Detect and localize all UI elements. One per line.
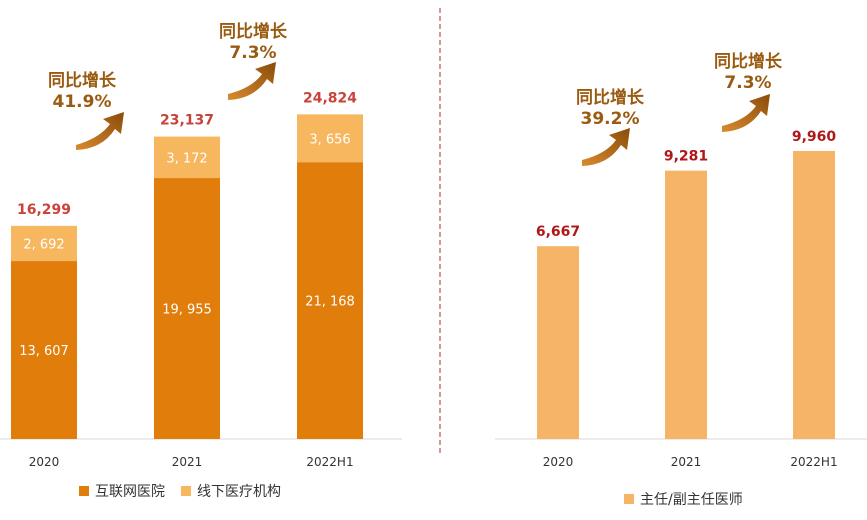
x-tick-label: 2021 (671, 455, 702, 469)
growth-value: 39.2% (581, 109, 640, 129)
data-label: 3, 656 (309, 132, 350, 147)
bar-segment (11, 225, 77, 262)
legend-swatch (79, 486, 89, 496)
legend: 主任/副主任医师 (624, 492, 743, 508)
bar-chart: 6,667 9,281 9,960 2020 2021 2022H1 同比增长 39.2… (495, 51, 867, 508)
data-label: 21, 168 (305, 295, 355, 310)
data-label: 9,960 (792, 129, 837, 145)
bar (665, 170, 707, 439)
legend-swatch (624, 494, 634, 504)
total-label: 24,824 (303, 90, 357, 106)
bar-segment (297, 114, 363, 163)
data-label: 2, 692 (23, 237, 64, 252)
legend: 互联网医院 线下医疗机构 (79, 484, 281, 500)
growth-value: 7.3% (229, 43, 276, 63)
x-tick-label: 2022H1 (306, 455, 353, 469)
growth-annotation: 同比增长 39.2% (576, 87, 645, 166)
growth-annotation: 同比增长 41.9% (48, 70, 124, 150)
x-tick-label: 2020 (29, 455, 60, 469)
stacked-bar-chart: 13, 607 2, 692 16,299 19, 955 3, 172 23,137 21… (0, 21, 402, 500)
growth-arrow-icon (582, 128, 630, 166)
x-tick-label: 2022H1 (790, 455, 837, 469)
growth-arrow-icon (228, 62, 276, 100)
x-tick-label: 2021 (172, 455, 203, 469)
x-tick-label: 2020 (543, 455, 574, 469)
data-label: 6,667 (536, 224, 580, 240)
growth-annotation: 同比增长 7.3% (714, 51, 783, 132)
legend-label: 主任/副主任医师 (640, 492, 743, 508)
legend-swatch (181, 486, 191, 496)
data-label: 13, 607 (19, 344, 69, 359)
growth-arrow-icon (76, 112, 124, 150)
total-label: 16,299 (17, 202, 71, 218)
growth-label: 同比增长 (576, 87, 645, 108)
bar (537, 246, 579, 439)
growth-arrow-icon (722, 94, 770, 132)
bar-segment (297, 162, 363, 440)
bar-segment (11, 261, 77, 439)
data-label: 19, 955 (162, 303, 212, 318)
growth-value: 41.9% (53, 92, 112, 112)
total-label: 23,137 (160, 113, 214, 129)
legend-label: 线下医疗机构 (197, 484, 281, 500)
growth-label: 同比增长 (714, 51, 783, 72)
growth-value: 7.3% (724, 73, 771, 93)
data-label: 3, 172 (166, 151, 207, 166)
data-label: 9,281 (664, 149, 708, 165)
growth-annotation: 同比增长 7.3% (219, 21, 288, 100)
bar-segment (154, 136, 220, 179)
growth-label: 同比增长 (219, 21, 288, 42)
legend-label: 互联网医院 (95, 484, 165, 500)
bar-segment (154, 178, 220, 440)
growth-label: 同比增长 (48, 70, 117, 91)
bar (793, 150, 835, 440)
